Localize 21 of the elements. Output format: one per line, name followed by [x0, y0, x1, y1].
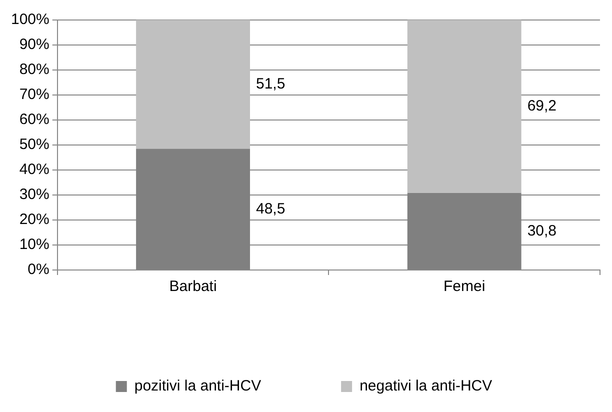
legend-label: pozitivi la anti-HCV: [134, 378, 262, 395]
y-tick-label: 20%: [19, 211, 50, 228]
bar: [407, 20, 522, 193]
x-tick-label: Femei: [443, 278, 486, 296]
y-tick-label: 70%: [19, 86, 50, 104]
y-tick-label: 10%: [19, 236, 50, 254]
legend-label: negativi la anti-HCV: [360, 378, 492, 395]
y-tick-label: 90%: [19, 36, 50, 54]
bar: [136, 20, 250, 149]
text: 51,5: [256, 76, 286, 93]
y-tick-label: 0%: [28, 261, 50, 278]
text: 48,5: [256, 200, 286, 218]
y-tick-label: 30%: [19, 186, 50, 204]
text: 69,2: [527, 98, 557, 115]
x-tick-label: Barbati: [169, 278, 217, 296]
y-tick-label: 80%: [19, 61, 50, 78]
y-tick-label: 40%: [19, 161, 50, 178]
y-tick-label: 100%: [10, 11, 50, 28]
y-tick-label: 50%: [19, 136, 50, 154]
text: 30,8: [527, 222, 557, 240]
y-tick-label: 60%: [19, 111, 50, 128]
